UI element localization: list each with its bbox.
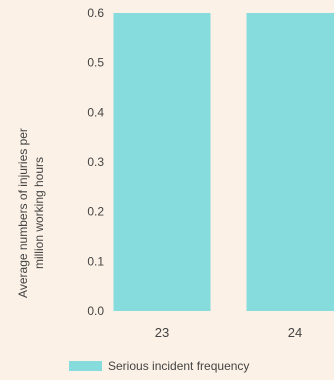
legend[interactable]: Serious incident frequency [69, 359, 249, 373]
bar-24 [247, 13, 334, 311]
legend-swatch[interactable] [69, 361, 102, 371]
y-axis-label-line: Average numbers of injuries per [16, 128, 30, 298]
bars [114, 13, 334, 311]
x-tick-label: 24 [288, 325, 302, 340]
y-axis-ticks: 0.0 0.1 0.2 0.3 0.4 0.5 0.6 [87, 6, 104, 318]
y-tick-label: 0.3 [87, 155, 104, 169]
y-tick-label: 0.5 [87, 56, 104, 70]
x-tick-label: 23 [155, 325, 169, 340]
x-axis-ticks: 23 24 [155, 325, 302, 340]
bar-23 [114, 13, 211, 311]
legend-label[interactable]: Serious incident frequency [108, 359, 249, 373]
y-tick-label: 0.2 [87, 205, 104, 219]
y-tick-label: 0.0 [87, 304, 104, 318]
y-tick-label: 0.4 [87, 105, 104, 119]
y-axis-label-line: million working hours [32, 157, 46, 269]
y-tick-label: 0.6 [87, 6, 104, 20]
y-tick-label: 0.1 [87, 254, 104, 268]
